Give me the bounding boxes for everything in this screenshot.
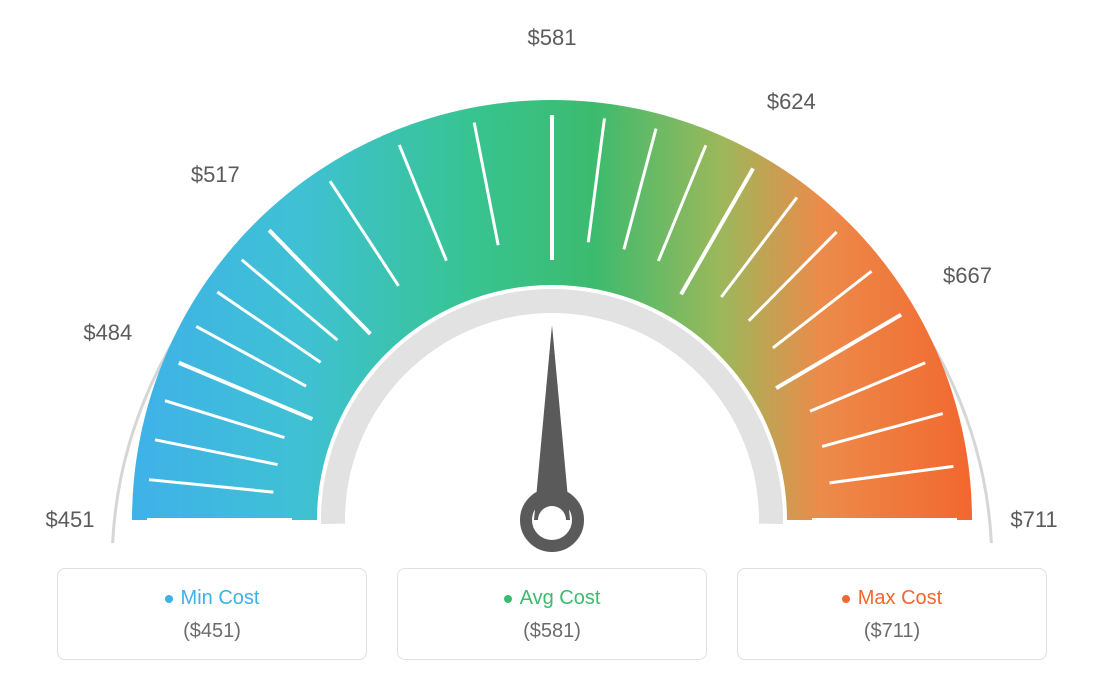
gauge-chart-container: $451 $484 $517 $581 $624 $667 $711 Min Cost ($… — [0, 0, 1104, 690]
legend-dot-avg — [504, 595, 512, 603]
legend-card-avg: Avg Cost ($581) — [397, 568, 707, 660]
legend-value-avg: ($581) — [418, 620, 686, 643]
tick-label: $484 — [83, 320, 132, 346]
legend-title-max: Max Cost — [842, 587, 942, 610]
tick-label: $667 — [943, 263, 992, 289]
tick-label: $624 — [767, 89, 816, 115]
legend-dot-min — [165, 595, 173, 603]
legend-dot-max — [842, 595, 850, 603]
legend-card-max: Max Cost ($711) — [737, 568, 1047, 660]
tick-label: $711 — [1010, 507, 1057, 533]
gauge-area: $451 $484 $517 $581 $624 $667 $711 — [0, 0, 1104, 560]
legend-value-max: ($711) — [758, 620, 1026, 643]
legend-label-max: Max Cost — [858, 587, 942, 610]
legend-label-avg: Avg Cost — [520, 587, 601, 610]
legend-card-min: Min Cost ($451) — [57, 568, 367, 660]
tick-label: $581 — [528, 25, 577, 51]
gauge-svg — [42, 50, 1062, 590]
legend-label-min: Min Cost — [181, 587, 260, 610]
legend-title-avg: Avg Cost — [504, 587, 601, 610]
legend-title-min: Min Cost — [165, 587, 260, 610]
legend-row: Min Cost ($451) Avg Cost ($581) Max Cost… — [0, 568, 1104, 660]
tick-label: $517 — [191, 162, 240, 188]
tick-label: $451 — [46, 507, 95, 533]
legend-value-min: ($451) — [78, 620, 346, 643]
